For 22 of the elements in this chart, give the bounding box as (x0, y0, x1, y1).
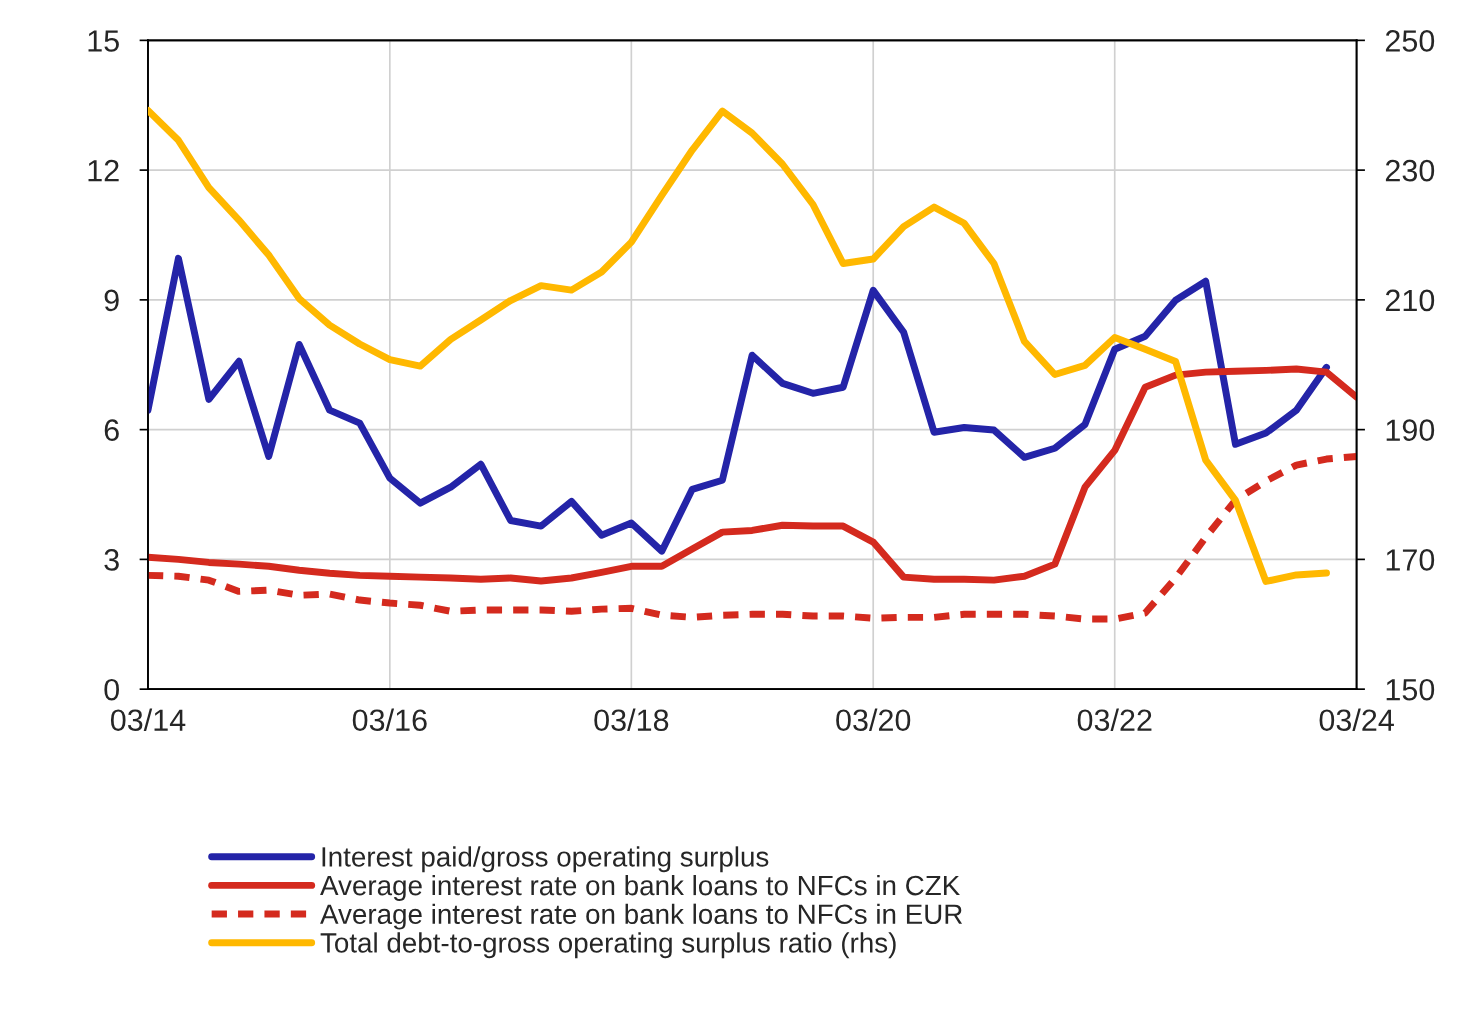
y2-tick-label: 210 (1385, 289, 1435, 312)
y-tick-label: 15 (88, 30, 119, 52)
x-tick-label: 03/16 (352, 708, 427, 732)
x-tick-label: 03/24 (1319, 708, 1394, 732)
y-tick-label: 6 (104, 419, 119, 441)
x-tick-label: 03/22 (1077, 708, 1152, 732)
x-tick-label: 03/20 (836, 708, 911, 732)
y-tick-label: 9 (104, 289, 119, 312)
legend-label: Total debt-to-gross operating surplus ratio (rhs) (320, 932, 896, 959)
legend-label: Average interest rate on bank loans to NFCs in CZK (320, 874, 960, 901)
y-tick-label: 0 (104, 678, 119, 701)
y-tick-label: 3 (104, 549, 119, 571)
y2-tick-label: 150 (1386, 678, 1435, 701)
legend-label: Interest paid/gross operating surplus (322, 846, 769, 873)
y2-tick-label: 170 (1386, 549, 1435, 571)
legend-label: Average interest rate on bank loans to NFCs in EUR (320, 903, 963, 930)
y2-tick-label: 250 (1385, 30, 1435, 52)
y-tick-label: 12 (88, 159, 119, 182)
x-tick-label: 03/14 (110, 708, 186, 732)
y2-tick-label: 230 (1385, 159, 1435, 182)
x-tick-label: 03/18 (594, 708, 669, 732)
y2-tick-label: 190 (1386, 419, 1435, 441)
